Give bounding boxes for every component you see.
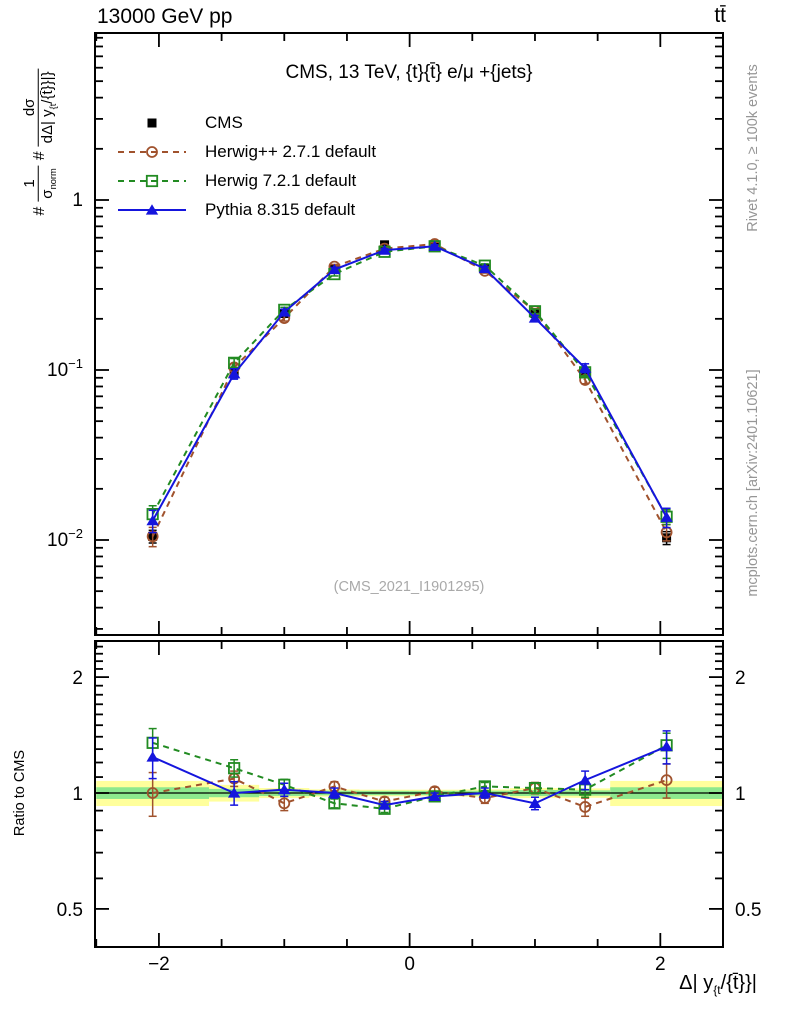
herwigpp-marker-icon	[118, 145, 186, 158]
axis-ticks	[95, 33, 723, 947]
axis-tick-labels: 1 10−1 10−2 2 2 1 1 0.5 0.5 −2 0 2	[47, 190, 761, 975]
ratio-series-3	[146, 730, 673, 811]
tick-label: 0.5	[735, 900, 761, 921]
main-line	[151, 245, 668, 522]
legend-label: Herwig++ 2.7.1 default	[205, 141, 377, 161]
tick-label: 0.5	[57, 900, 83, 921]
tick-label: 2	[655, 954, 666, 975]
ylabel-fraction-dsigma: dσ dΔ| y{t/{t̄}}|}	[21, 68, 59, 147]
main-series-1	[146, 238, 673, 548]
ratio-line	[152, 745, 667, 807]
tick-label: 10−2	[47, 526, 83, 551]
x-axis-title: Δ| y{t/{t̄}}|	[679, 972, 757, 997]
legend: CMS Herwig++ 2.7.1 default Herwig 7.2.1 …	[112, 108, 376, 224]
process-label: tt̄	[714, 4, 726, 27]
legend-item-pythia: Pythia 8.315 default	[112, 195, 376, 224]
herwig7-marker-icon	[118, 174, 186, 187]
main-line	[151, 243, 668, 537]
ylabel-fraction-norm: 1 σnorm	[21, 165, 59, 202]
tick-label: −2	[148, 954, 170, 975]
ratio-line	[152, 741, 668, 810]
tick-label: 10−1	[47, 356, 83, 381]
ylabel-hash: #	[31, 206, 48, 216]
main-series-3	[146, 240, 673, 534]
legend-label: Herwig 7.2.1 default	[205, 170, 357, 190]
mcplots-citation-note: mcplots.cern.ch [arXiv:2401.10621]	[745, 369, 761, 597]
ratio-axis-title: Ratio to CMS	[12, 749, 28, 837]
tick-label: 1	[735, 784, 746, 805]
plot-title: CMS, 13 TeV, {t}{t̄} e/μ +{jets}	[285, 62, 533, 83]
tick-label: 0	[404, 954, 415, 975]
tick-label: 1	[72, 784, 83, 805]
legend-item-cms: CMS	[112, 108, 376, 137]
tick-label: 2	[72, 668, 83, 689]
legend-item-herwig7: Herwig 7.2.1 default	[112, 166, 376, 195]
rivet-version-note: Rivet 4.1.0, ≥ 100k events	[745, 64, 761, 232]
y-axis-title: # 1 σnorm # dσ dΔ| y{t/{t̄}}|}	[21, 68, 59, 216]
analysis-id-watermark: (CMS_2021_I1901295)	[333, 579, 485, 595]
beam-energy-label: 13000 GeV pp	[97, 5, 233, 28]
tick-label: 2	[735, 668, 746, 689]
tick-label: 1	[72, 190, 83, 211]
cms-marker-icon	[147, 118, 157, 127]
legend-item-herwigpp: Herwig++ 2.7.1 default	[112, 137, 376, 166]
ylabel-hash: #	[31, 151, 48, 161]
legend-label: CMS	[205, 112, 243, 132]
legend-label: Pythia 8.315 default	[205, 199, 356, 219]
pythia-marker-icon	[118, 203, 186, 215]
